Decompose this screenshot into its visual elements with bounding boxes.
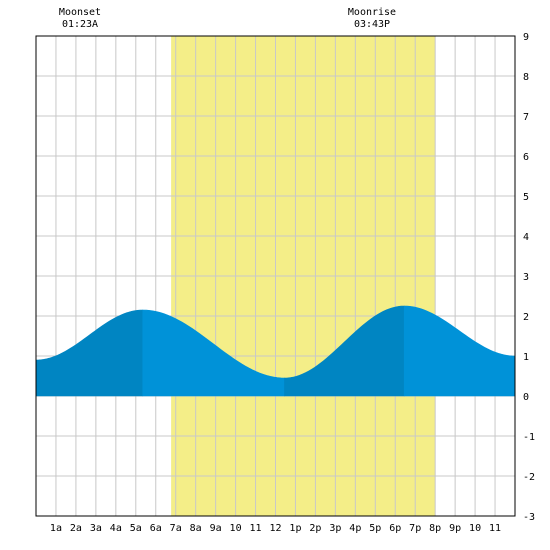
x-tick-label: 7p — [409, 523, 421, 534]
moonset-label: Moonset — [59, 7, 101, 18]
moonrise-label: Moonrise — [348, 7, 396, 18]
x-tick-label: 12 — [269, 523, 281, 534]
x-tick-label: 9p — [449, 523, 461, 534]
tide-area-rising — [284, 305, 405, 397]
tide-area-falling — [403, 305, 516, 397]
y-tick-label: -3 — [523, 512, 535, 523]
plot-frame — [35, 35, 516, 517]
x-tick-label: 2a — [70, 523, 82, 534]
y-tick-label: 8 — [523, 72, 529, 83]
y-tick-label: -1 — [523, 432, 535, 443]
x-tick-label: 6a — [150, 523, 162, 534]
moonset-time: 01:23A — [62, 19, 98, 30]
y-tick-label: 0 — [523, 392, 529, 403]
x-tick-label: 10 — [230, 523, 242, 534]
x-tick-label: 5a — [130, 523, 142, 534]
tide-area-falling — [142, 309, 285, 397]
x-tick-label: 1a — [50, 523, 62, 534]
tide-area-rising — [35, 309, 144, 397]
x-tick-label: 4p — [349, 523, 361, 534]
x-tick-label: 8p — [429, 523, 441, 534]
x-tick-label: 11 — [489, 523, 501, 534]
x-tick-label: 8a — [190, 523, 202, 534]
y-tick-label: 1 — [523, 352, 529, 363]
x-tick-label: 6p — [389, 523, 401, 534]
y-tick-label: 2 — [523, 312, 529, 323]
x-tick-label: 11 — [250, 523, 262, 534]
y-tick-label: -2 — [523, 472, 535, 483]
x-tick-label: 2p — [309, 523, 321, 534]
y-tick-label: 5 — [523, 192, 529, 203]
x-tick-label: 4a — [110, 523, 122, 534]
y-tick-label: 9 — [523, 32, 529, 43]
y-tick-label: 4 — [523, 232, 529, 243]
x-tick-label: 10 — [469, 523, 481, 534]
x-tick-label: 3a — [90, 523, 102, 534]
x-tick-label: 9a — [210, 523, 222, 534]
y-tick-label: 6 — [523, 152, 529, 163]
y-tick-label: 7 — [523, 112, 529, 123]
x-tick-label: 7a — [170, 523, 182, 534]
x-tick-label: 5p — [369, 523, 381, 534]
y-tick-label: 3 — [523, 272, 529, 283]
x-tick-label: 1p — [289, 523, 301, 534]
x-tick-label: 3p — [329, 523, 341, 534]
moonrise-time: 03:43P — [354, 19, 390, 30]
